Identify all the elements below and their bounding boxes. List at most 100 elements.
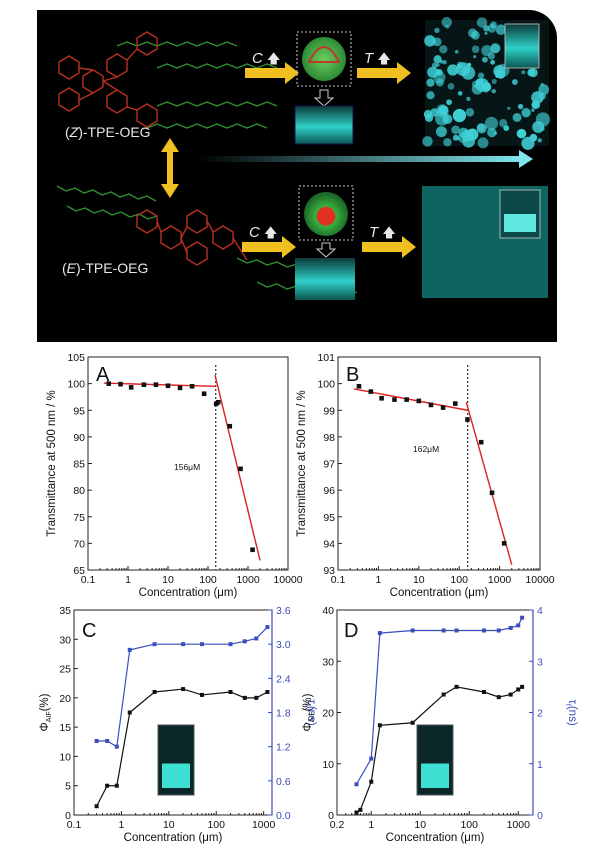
panel-c-chart: 0.1 1 10 100 1000 0 5 10 15 20 25 30 35 0.0 0.6 1.2 1.8 2…	[39, 605, 317, 844]
lifetime-point	[482, 628, 486, 633]
particle-dot	[487, 24, 497, 33]
lifetime-point	[265, 625, 270, 630]
particle-dot	[493, 131, 498, 136]
particle-dot	[443, 138, 452, 147]
particle-dot	[457, 132, 468, 143]
e-isomer-label: (E)-TPE-OEG	[62, 260, 149, 276]
x-tick-label: 1000	[488, 574, 512, 586]
x-axis-label: Concentration (μm)	[386, 832, 485, 844]
quantum-yield-point	[265, 690, 270, 694]
particle-dot	[447, 64, 459, 76]
particle-dot	[466, 96, 471, 101]
quantum-yield-point	[377, 723, 382, 728]
particle-dot	[484, 116, 499, 130]
x-tick-label: 1	[368, 819, 374, 831]
x-tick-label: 10000	[273, 574, 302, 586]
data-point	[356, 383, 362, 389]
particle-dot	[491, 88, 497, 94]
schematic-panel: (Z)-TPE-OEG (E)-TPE-OEG C 🡅 T 🡅 C 🡅 T 🡅	[37, 10, 557, 342]
particle-dot	[516, 128, 527, 139]
particle-dot	[512, 112, 522, 122]
quantum-yield-point	[228, 690, 233, 694]
quantum-yield-point	[152, 690, 157, 694]
x-tick-label: 100	[450, 574, 468, 586]
x-tick-label: 1	[118, 819, 124, 831]
particle-dot	[435, 63, 440, 68]
data-point	[141, 382, 147, 387]
y-tick-label: 97	[323, 459, 335, 471]
fit-line	[103, 382, 216, 387]
particle-dot	[490, 59, 496, 65]
particle-dot	[521, 70, 526, 75]
particle-dot	[422, 136, 433, 147]
particle-dot	[434, 27, 440, 33]
y-left-tick-label: 40	[322, 605, 334, 617]
y-left-tick-label: 20	[322, 708, 334, 720]
particle-dot	[537, 138, 542, 143]
y-right-axis-label: τf(ns)	[564, 699, 578, 725]
particle-dot	[495, 24, 507, 35]
y-tick-label: 75	[73, 512, 85, 524]
lifetime-point	[228, 642, 233, 647]
particle-dot	[507, 106, 511, 110]
particles-image	[422, 16, 551, 150]
data-point	[368, 389, 374, 394]
y-tick-label: 65	[73, 565, 85, 577]
particle-dot	[426, 78, 435, 87]
fit-line	[465, 402, 513, 565]
particle-dot	[465, 107, 475, 117]
upper-c-label: C 🡅	[252, 50, 281, 67]
inset-vial-glow	[421, 763, 449, 788]
quantum-yield-point	[410, 720, 415, 725]
y-right-tick-label: 2	[537, 708, 543, 720]
lifetime-point	[114, 744, 119, 749]
quantum-yield-point	[105, 783, 110, 788]
y-right-axis-label: τf(ns)	[303, 699, 317, 725]
quantum-yield-point	[454, 684, 459, 689]
particle-dot	[521, 108, 531, 118]
particle-dot	[521, 136, 535, 150]
quantum-yield-line	[356, 686, 523, 813]
y-axis-label: Transmittance at 500 nm / %	[46, 390, 58, 537]
particle-dot	[452, 134, 459, 141]
plot-frame	[73, 609, 273, 816]
data-point	[106, 381, 112, 386]
data-point	[189, 383, 195, 389]
y-tick-label: 90	[73, 432, 85, 444]
data-point	[215, 399, 221, 405]
critical-concentration-label: 156μM	[174, 462, 200, 472]
lifetime-point	[354, 782, 359, 787]
particle-dot	[540, 83, 544, 87]
x-tick-label: 100	[207, 819, 225, 831]
data-point	[213, 401, 219, 407]
inset-vial-photo	[416, 724, 454, 796]
z-isomer-label: (Z)-TPE-OEG	[65, 124, 151, 140]
lower-c-arrow	[242, 236, 296, 258]
data-point	[250, 547, 255, 553]
lower-down-arrow	[315, 242, 337, 258]
y-tick-label: 101	[317, 352, 335, 364]
quantum-yield-point	[520, 684, 525, 689]
lifetime-point	[520, 615, 525, 620]
y-right-tick-label: 0.6	[276, 776, 291, 788]
y-tick-label: 80	[73, 485, 85, 497]
y-left-tick-label: 10	[59, 751, 71, 763]
critical-concentration-label: 162μM	[413, 444, 439, 454]
y-left-tick-label: 10	[322, 759, 334, 771]
particle-dot	[446, 99, 452, 106]
y-right-tick-label: 2.4	[276, 673, 291, 685]
particle-dot	[442, 59, 447, 65]
x-tick-label: 0.1	[81, 574, 96, 586]
y-left-tick-label: 25	[59, 664, 71, 676]
particle-dot	[456, 62, 471, 77]
x-tick-label: 1	[125, 574, 131, 586]
plot-frame	[87, 356, 289, 571]
particle-dot	[487, 52, 495, 60]
plot-frame	[336, 609, 534, 816]
lifetime-point	[94, 738, 99, 743]
upper-droplet-box	[296, 31, 352, 87]
y-tick-label: 85	[73, 459, 85, 471]
lifetime-point	[516, 623, 521, 628]
particle-dot	[476, 17, 488, 28]
particle-dot	[433, 71, 446, 84]
